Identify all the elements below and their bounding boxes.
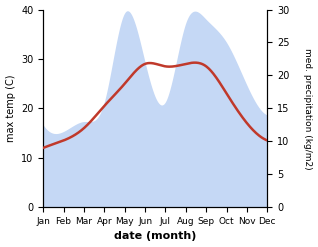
Y-axis label: max temp (C): max temp (C) <box>5 75 16 142</box>
Y-axis label: med. precipitation (kg/m2): med. precipitation (kg/m2) <box>303 48 313 169</box>
X-axis label: date (month): date (month) <box>114 231 197 242</box>
